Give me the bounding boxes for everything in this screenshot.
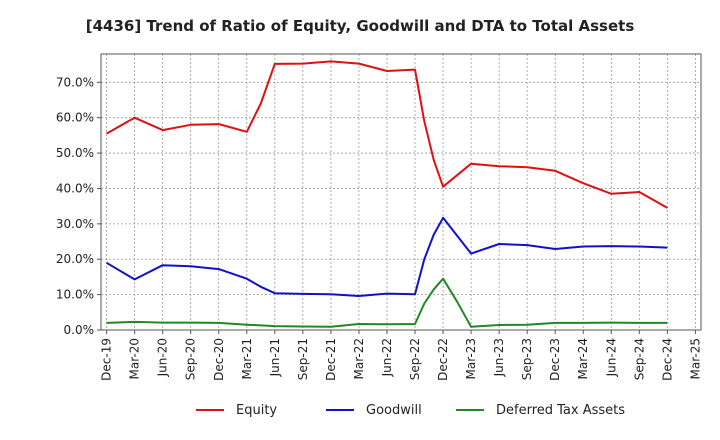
y-tick-label: 20.0% [56,252,94,266]
plot-area [100,53,702,331]
grid-lines [101,54,701,331]
x-tick-label: Dec-20 [212,338,226,381]
x-tick-label: Mar-24 [576,338,590,379]
legend-label: Equity [236,403,277,418]
x-tick-label: Mar-23 [464,338,478,379]
x-tick-label: Jun-20 [156,338,170,377]
x-tick-label: Sep-23 [520,338,534,380]
x-tick-label: Jun-21 [268,338,282,377]
x-tick-label: Dec-22 [436,338,450,381]
x-tick-label: Sep-21 [296,338,310,380]
series-lines [106,60,668,328]
x-tick-label: Mar-21 [240,338,254,379]
chart-title: [4436] Trend of Ratio of Equity, Goodwil… [86,17,635,35]
x-tick-label: Jun-23 [492,338,506,377]
x-tick-label: Mar-25 [688,338,702,379]
x-tick-label: Sep-24 [632,338,646,380]
x-tick-label: Jun-24 [604,338,618,377]
x-tick-label: Dec-21 [324,338,338,381]
x-tick-label: Dec-24 [660,338,674,381]
legend-label: Goodwill [366,403,422,418]
x-tick-label: Mar-22 [352,338,366,379]
y-tick-label: 60.0% [56,111,94,125]
series-line-goodwill [106,216,668,297]
y-tick-label: 40.0% [56,181,94,195]
x-tick-label: Sep-20 [184,338,198,380]
series-line-deferred-tax-assets [106,277,668,328]
legend-label: Deferred Tax Assets [496,403,625,418]
legend: Equity Goodwill Deferred Tax Assets [196,403,625,418]
y-tick-label: 10.0% [56,288,94,302]
y-tick-label: 30.0% [56,217,94,231]
y-tick-label: 50.0% [56,146,94,160]
x-tick-label: Dec-23 [548,338,562,381]
x-tick-label: Sep-22 [408,338,422,380]
x-tick-label: Mar-20 [128,338,142,379]
x-tick-label: Jun-22 [380,338,394,377]
y-axis-ticks: 0.0% 10.0% 20.0% 30.0% 40.0% 50.0% 60.0% 70.0% [56,75,101,337]
series-line-equity [106,60,668,209]
x-axis-ticks: Dec-19 Mar-20 Jun-20 Sep-20 Dec-20 Mar-21 Jun-… [100,330,702,381]
y-tick-label: 70.0% [56,75,94,89]
y-tick-label: 0.0% [64,323,95,337]
x-tick-label: Dec-19 [100,338,114,381]
